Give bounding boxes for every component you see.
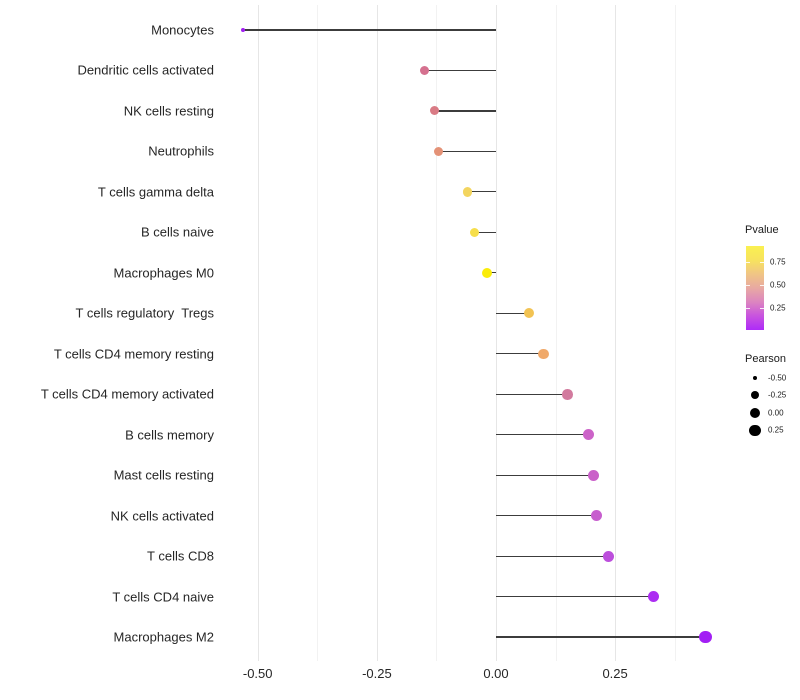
lollipop-point bbox=[469, 227, 480, 238]
lollipop-stem bbox=[496, 595, 654, 598]
x-tick-label: 0.00 bbox=[483, 666, 509, 681]
lollipop-point bbox=[602, 550, 614, 562]
lollipop-point bbox=[590, 510, 602, 522]
category-label: T cells CD4 memory activated bbox=[40, 386, 214, 402]
colorbar-tick-label: 0.75 bbox=[770, 257, 786, 267]
lollipop-stem bbox=[496, 393, 568, 395]
lollipop-stem bbox=[467, 191, 496, 193]
x-axis: -0.50 -0.25 0.00 0.25 bbox=[222, 666, 729, 682]
lollipop-stem bbox=[496, 636, 706, 638]
category-label: Macrophages M0 bbox=[113, 265, 214, 281]
lollipop-point bbox=[429, 106, 439, 116]
category-label: T cells regulatory Tregs bbox=[75, 305, 214, 321]
lollipop-stem bbox=[496, 312, 530, 314]
colorbar-tick bbox=[746, 262, 750, 263]
category-label: NK cells resting bbox=[123, 103, 214, 119]
colorbar-tick bbox=[746, 308, 750, 309]
pearson-size-label: 0.25 bbox=[768, 425, 784, 435]
major-gridline bbox=[496, 5, 497, 661]
category-label: Macrophages M2 bbox=[113, 629, 214, 645]
lollipop-point bbox=[538, 348, 549, 359]
lollipop-stem bbox=[496, 353, 544, 355]
lollipop-point bbox=[562, 389, 573, 400]
lollipop-stem bbox=[434, 110, 496, 112]
category-label: T cells gamma delta bbox=[97, 184, 214, 200]
colorbar-tick-label: 0.50 bbox=[770, 280, 786, 290]
category-label: T cells CD8 bbox=[147, 548, 214, 564]
category-label: NK cells activated bbox=[110, 508, 214, 524]
pearson-size-dot bbox=[750, 407, 760, 418]
category-label: T cells CD4 memory resting bbox=[53, 346, 214, 362]
colorbar-tick bbox=[746, 285, 750, 286]
lollipop-point bbox=[588, 469, 600, 481]
x-tick-label: 0.25 bbox=[602, 666, 628, 681]
major-gridline bbox=[257, 5, 259, 661]
colorbar-tick bbox=[760, 285, 764, 286]
pearson-size-dot bbox=[752, 375, 758, 381]
lollipop-point bbox=[583, 429, 595, 441]
pearson-size-label: -0.50 bbox=[768, 373, 787, 383]
major-gridline bbox=[615, 5, 617, 661]
major-gridline bbox=[376, 5, 378, 661]
pvalue-colorbar bbox=[746, 246, 764, 330]
lollipop-stem bbox=[438, 150, 496, 153]
lollipop-stem bbox=[496, 474, 594, 476]
x-tick-label: -0.50 bbox=[242, 666, 273, 681]
plot-panel bbox=[222, 5, 729, 661]
pearson-legend-title: Pearson bbox=[745, 353, 786, 365]
minor-gridline bbox=[436, 5, 438, 661]
category-label: Mast cells resting bbox=[113, 467, 214, 483]
minor-gridline bbox=[674, 5, 676, 661]
lollipop-point bbox=[420, 66, 429, 75]
category-label: B cells naive bbox=[141, 224, 214, 240]
pearson-size-dot bbox=[749, 424, 761, 436]
lollipop-point bbox=[241, 28, 246, 32]
category-label: Dendritic cells activated bbox=[77, 62, 214, 78]
pvalue-legend-title: Pvalue bbox=[745, 224, 779, 236]
category-label: T cells CD4 naive bbox=[112, 589, 214, 605]
lollipop-point bbox=[699, 630, 712, 644]
lollipop-point bbox=[434, 146, 444, 156]
colorbar-tick bbox=[760, 308, 764, 309]
category-label: Neutrophils bbox=[148, 143, 214, 159]
category-label: B cells memory bbox=[125, 427, 214, 443]
lollipop-point bbox=[481, 267, 492, 278]
lollipop-stem bbox=[496, 515, 597, 517]
lollipop-stem bbox=[496, 555, 608, 557]
lollipop-stem bbox=[474, 231, 496, 233]
lollipop-stem bbox=[424, 69, 496, 72]
minor-gridline bbox=[555, 5, 557, 661]
lollipop-stem bbox=[243, 29, 496, 31]
pearson-size-dot bbox=[751, 391, 759, 400]
pearson-size-label: -0.25 bbox=[768, 390, 787, 400]
lollipop-point bbox=[462, 187, 473, 197]
colorbar-tick bbox=[760, 262, 764, 263]
category-label: Monocytes bbox=[151, 22, 214, 38]
y-axis-labels: Monocytes Dendritic cells activated NK cel… bbox=[0, 5, 218, 661]
x-tick-label: -0.25 bbox=[362, 666, 392, 681]
minor-gridline bbox=[317, 5, 319, 661]
colorbar-tick-label: 0.25 bbox=[770, 303, 786, 313]
lollipop-stem bbox=[496, 434, 589, 436]
lollipop-point bbox=[524, 308, 535, 319]
lollipop-point bbox=[647, 590, 659, 603]
pearson-size-label: 0.00 bbox=[768, 408, 784, 418]
